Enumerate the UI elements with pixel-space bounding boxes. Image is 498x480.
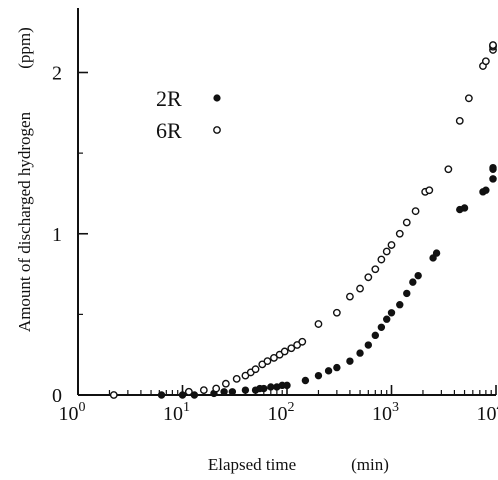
point-2r <box>432 249 441 257</box>
x-axis-label: Elapsed time <box>208 455 296 474</box>
point-6r <box>377 255 386 264</box>
legend-label: 2R <box>156 86 182 111</box>
point-2r <box>403 289 411 298</box>
point-2r <box>364 341 373 349</box>
y-axis-label: Amount of discharged hydrogen <box>15 111 34 332</box>
y-axis-unit: (ppm) <box>15 27 34 69</box>
data-points <box>109 41 497 399</box>
point-2r <box>283 381 291 390</box>
point-6r <box>364 273 373 282</box>
point-6r <box>371 265 380 274</box>
point-6r <box>232 374 241 383</box>
point-2r <box>489 163 497 172</box>
point-2r <box>301 376 310 385</box>
point-2r <box>260 384 268 393</box>
point-2r <box>387 309 396 317</box>
point-2r <box>371 331 380 340</box>
point-6r <box>298 337 307 346</box>
point-6r <box>263 357 272 366</box>
point-2r <box>414 271 422 280</box>
point-2r <box>241 386 250 394</box>
point-2r <box>346 357 354 365</box>
point-2r <box>409 278 417 286</box>
point-6r <box>221 379 230 388</box>
point-2r <box>489 175 497 183</box>
x-tick-label: 100 <box>59 400 86 425</box>
x-tick-label: 101 <box>163 400 190 425</box>
point-2r <box>178 391 187 399</box>
legend-marker <box>213 126 221 134</box>
point-2r <box>383 315 391 323</box>
point-2r <box>324 367 333 375</box>
y-tick-label: 2 <box>52 63 62 85</box>
point-2r <box>220 388 228 396</box>
point-6r <box>212 384 221 393</box>
point-6r <box>402 218 411 227</box>
point-6r <box>346 292 354 301</box>
point-2r <box>396 301 404 309</box>
axes <box>77 8 496 396</box>
point-2r <box>228 388 237 396</box>
legend-label: 6R <box>156 118 182 143</box>
point-6r <box>382 247 391 256</box>
point-2r <box>190 391 199 399</box>
point-2r <box>314 371 323 380</box>
point-6r <box>109 391 118 399</box>
point-6r <box>464 94 473 103</box>
point-6r <box>425 186 434 195</box>
point-6r <box>395 229 404 238</box>
point-6r <box>356 284 364 293</box>
x-ticks: 100 101 102 103 104 <box>59 385 498 425</box>
y-ticks: 0 1 2 <box>52 63 88 407</box>
x-tick-label: 102 <box>268 400 295 425</box>
y-tick-label: 0 <box>52 385 62 407</box>
point-6r <box>444 165 453 174</box>
y-tick-label: 1 <box>52 224 62 246</box>
point-6r <box>280 347 289 356</box>
point-6r <box>184 387 193 396</box>
point-6r <box>455 116 464 125</box>
point-2r <box>356 349 364 357</box>
point-2r <box>267 383 275 391</box>
point-6r <box>270 354 278 362</box>
point-6r <box>411 207 420 216</box>
legend-marker <box>213 94 221 102</box>
x-axis-unit: (min) <box>351 455 389 474</box>
point-6r <box>489 41 497 49</box>
x-tick-label: 103 <box>372 400 399 425</box>
point-6r <box>251 365 260 374</box>
point-2r <box>460 204 469 212</box>
point-6r <box>287 344 296 353</box>
x-tick-label: 104 <box>477 400 498 425</box>
point-2r <box>333 363 341 372</box>
point-2r <box>482 186 490 194</box>
point-6r <box>199 386 208 395</box>
point-6r <box>332 308 341 317</box>
point-6r <box>314 320 323 328</box>
point-6r <box>387 241 396 249</box>
point-2r <box>157 391 166 399</box>
point-2r <box>377 323 386 331</box>
point-6r <box>481 57 490 66</box>
